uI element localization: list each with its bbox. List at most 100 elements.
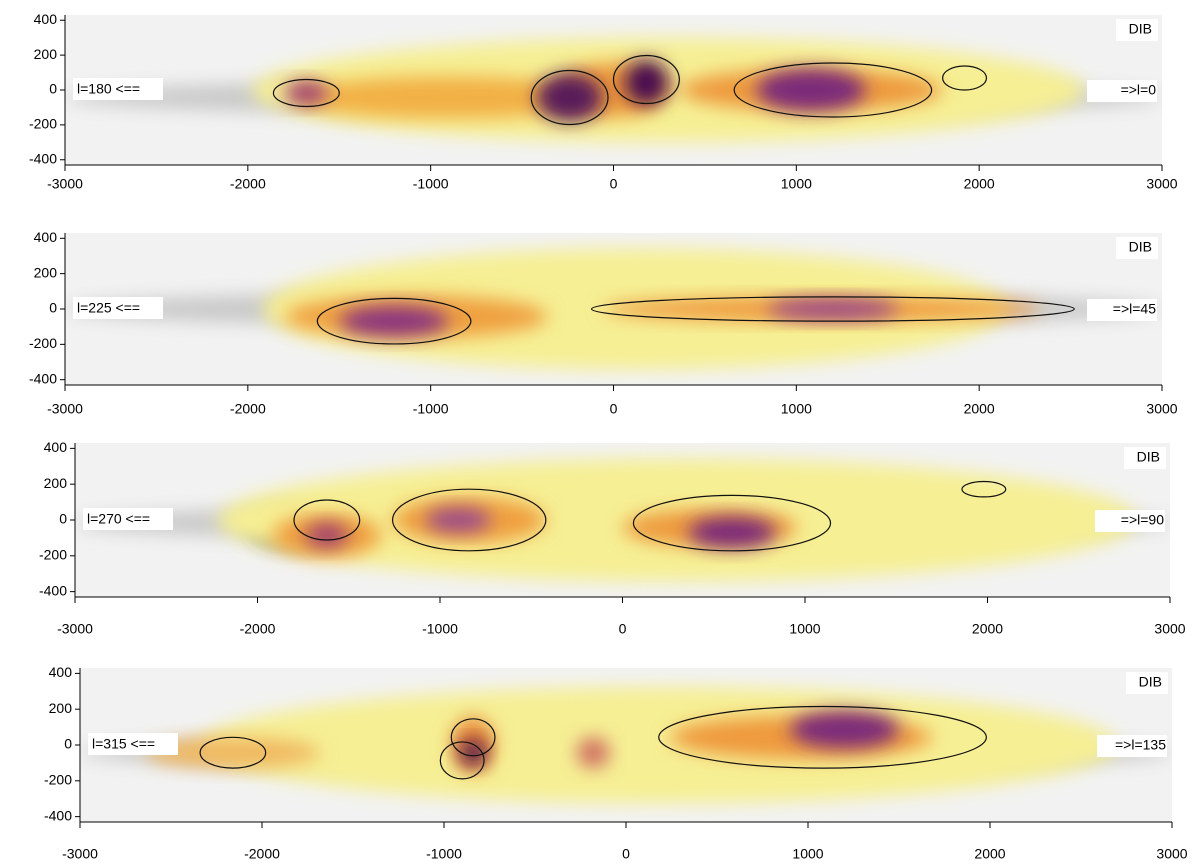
panel-label: DIB xyxy=(1137,449,1160,465)
x-tick-label: -2000 xyxy=(240,621,276,637)
y-tick-label: 0 xyxy=(64,736,72,752)
density-blob xyxy=(295,76,603,119)
right-direction-label: =>l=45 xyxy=(1113,301,1156,317)
x-tick-label: -3000 xyxy=(47,176,83,192)
right-direction-label: =>l=0 xyxy=(1121,82,1157,98)
map-image xyxy=(65,15,1162,165)
x-tick-label: 3000 xyxy=(1146,401,1177,417)
contour xyxy=(293,499,361,541)
map-image xyxy=(80,668,1172,822)
x-tick-label: 2000 xyxy=(964,401,995,417)
contour xyxy=(450,718,496,757)
y-tick-label: 0 xyxy=(49,81,57,97)
x-tick-label: 0 xyxy=(622,846,630,862)
contour xyxy=(530,69,609,126)
contour xyxy=(632,494,832,552)
contour xyxy=(272,78,340,108)
left-direction-label: l=180 <== xyxy=(77,81,140,97)
x-tick-label: -1000 xyxy=(426,846,462,862)
y-tick-label: 400 xyxy=(34,229,58,245)
contour xyxy=(391,488,547,552)
panel-label: DIB xyxy=(1129,239,1152,255)
contour xyxy=(439,741,485,780)
contour xyxy=(733,62,933,118)
label-box xyxy=(1126,672,1168,694)
y-tick-label: -400 xyxy=(44,807,72,823)
label-box xyxy=(1095,510,1165,532)
density-blob xyxy=(688,516,776,548)
label-box xyxy=(83,508,173,530)
contour xyxy=(961,480,1007,498)
map-image xyxy=(75,443,1170,597)
label-box xyxy=(1124,447,1166,469)
y-tick-label: 200 xyxy=(44,475,68,491)
label-box xyxy=(73,297,163,319)
x-tick-label: 1000 xyxy=(781,401,812,417)
label-box xyxy=(1116,19,1158,41)
contour xyxy=(199,736,267,769)
label-box xyxy=(1087,80,1157,102)
label-box xyxy=(1097,735,1167,757)
x-tick-label: 2000 xyxy=(964,176,995,192)
density-blob xyxy=(576,737,610,769)
y-tick-label: -400 xyxy=(39,582,67,598)
density-blob xyxy=(624,60,669,105)
label-box xyxy=(1116,237,1158,259)
density-blob xyxy=(425,507,492,533)
y-tick-label: 200 xyxy=(34,264,58,280)
label-box xyxy=(73,78,163,100)
x-tick-label: -3000 xyxy=(57,621,93,637)
y-tick-label: -400 xyxy=(29,150,57,166)
y-tick-label: 400 xyxy=(49,664,73,680)
contour xyxy=(316,297,472,345)
x-tick-label: 0 xyxy=(619,621,627,637)
y-tick-label: 0 xyxy=(59,511,67,527)
x-tick-label: -1000 xyxy=(413,176,449,192)
contour xyxy=(612,54,680,105)
density-blob xyxy=(460,740,487,766)
y-tick-label: -200 xyxy=(29,116,57,132)
x-tick-label: -2000 xyxy=(230,401,266,417)
y-tick-label: 400 xyxy=(44,439,68,455)
x-tick-label: -2000 xyxy=(244,846,280,862)
right-direction-label: =>l=135 xyxy=(1115,737,1166,753)
x-tick-label: -3000 xyxy=(62,846,98,862)
panel-label: DIB xyxy=(1139,674,1162,690)
x-tick-label: -1000 xyxy=(422,621,458,637)
x-tick-label: 2000 xyxy=(974,846,1005,862)
contour xyxy=(658,705,987,769)
y-tick-label: -200 xyxy=(44,772,72,788)
label-box xyxy=(88,733,178,755)
x-tick-label: 1000 xyxy=(792,846,823,862)
x-tick-label: -1000 xyxy=(413,401,449,417)
density-blob xyxy=(767,298,899,320)
y-tick-label: -400 xyxy=(29,370,57,386)
x-tick-label: -3000 xyxy=(47,401,83,417)
y-tick-label: -200 xyxy=(29,335,57,351)
label-box xyxy=(1087,299,1157,321)
density-blob xyxy=(284,81,329,105)
density-blob xyxy=(145,737,321,769)
density-blob xyxy=(304,523,349,548)
x-tick-label: -2000 xyxy=(230,176,266,192)
density-blob xyxy=(789,711,900,749)
contour xyxy=(941,65,988,91)
density-blob xyxy=(200,686,1118,804)
map-image xyxy=(65,233,1162,385)
y-tick-label: 400 xyxy=(34,11,58,27)
density-blob xyxy=(536,73,603,122)
y-tick-label: 0 xyxy=(49,300,57,316)
x-tick-label: 0 xyxy=(610,176,618,192)
left-direction-label: l=270 <== xyxy=(87,511,150,527)
x-tick-label: 3000 xyxy=(1146,176,1177,192)
density-blob xyxy=(756,69,866,111)
right-direction-label: =>l=90 xyxy=(1121,512,1164,528)
x-tick-label: 0 xyxy=(610,401,618,417)
x-tick-label: 1000 xyxy=(789,621,820,637)
y-tick-label: 200 xyxy=(34,46,58,62)
panel-label: DIB xyxy=(1129,21,1152,37)
